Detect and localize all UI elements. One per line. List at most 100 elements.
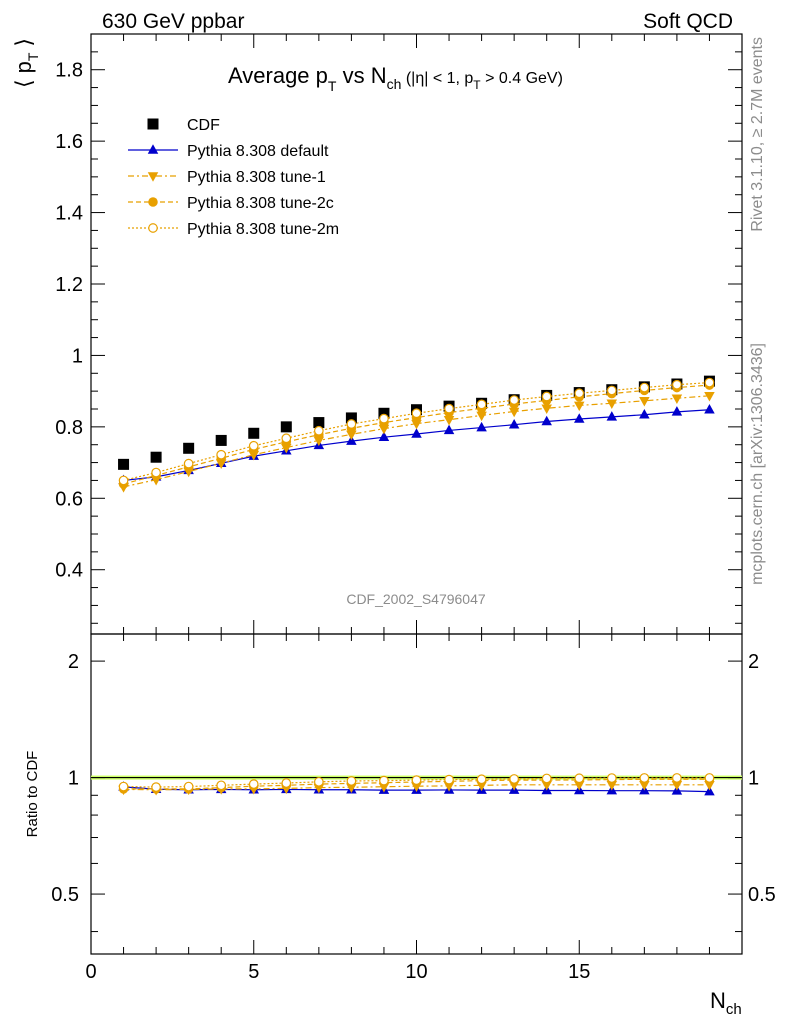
mcplots-source-label: mcplots.cern.ch [arXiv:1306.3436] [749, 343, 766, 585]
data-point [508, 418, 520, 429]
data-point [280, 421, 292, 433]
data-point [151, 467, 161, 478]
data-point [411, 419, 422, 430]
ratio-data-point [151, 782, 161, 792]
ylabel-right: ⟩ [11, 38, 36, 47]
x-tick-label: 0 [85, 961, 96, 983]
main-y-tick-label: 1.2 [55, 274, 83, 296]
ylabel-text: ⟨ pT ⟩ [11, 38, 41, 88]
data-point [378, 407, 390, 419]
title-cuts-a: (|η| < 1, p [401, 70, 473, 87]
data-point [346, 419, 357, 429]
main-panel: 0.40.60.811.21.41.61.8 Average pT vs Nch… [11, 33, 743, 635]
ratio-data-point [704, 773, 715, 783]
data-point [476, 421, 487, 432]
data-point [313, 436, 325, 447]
xlabel-sub: ch [726, 1001, 742, 1018]
series-pythia-8-308-tune-2m [118, 377, 715, 486]
ratio-data-point [118, 781, 129, 792]
ratio-y-label: Ratio to CDF [24, 751, 41, 838]
data-point [411, 408, 422, 419]
ratio-data-point [671, 781, 683, 791]
ratio-data-point [639, 773, 650, 783]
data-point [639, 408, 650, 419]
header-right: Soft QCD [643, 10, 733, 33]
ratio-data-point [672, 773, 682, 783]
legend-entry: Pythia 8.308 tune-2c [128, 195, 334, 212]
header-left: 630 GeV ppbar [102, 10, 244, 33]
legend-marker [147, 172, 159, 182]
main-y-tick-label: 1 [72, 345, 83, 367]
data-point [476, 399, 487, 410]
ratio-data-point [281, 778, 292, 788]
main-y-tick-label: 1.4 [55, 203, 83, 225]
data-point [541, 391, 552, 402]
analysis-watermark: CDF_2002_S4796047 [346, 591, 486, 607]
x-tick-label: 5 [248, 961, 259, 983]
ratio-series-pythia-8-308-tune-2m [118, 773, 715, 792]
main-y-tick-label: 0.4 [55, 560, 83, 582]
data-point [248, 427, 260, 439]
data-point [411, 428, 422, 438]
main-data-marks [118, 375, 715, 493]
main-y-tick-label: 0.8 [55, 417, 83, 439]
data-point [215, 434, 227, 446]
data-point [444, 403, 454, 414]
data-point [150, 451, 162, 463]
title-vs-sub: ch [387, 76, 402, 92]
ratio-data-point [444, 774, 454, 785]
ratio-y-axis: 0.5 0.5 1 1 2 2 [51, 651, 776, 933]
data-point [671, 406, 683, 416]
ratio-x-axis: 0 5 10 15 [85, 634, 743, 983]
data-point [118, 475, 129, 486]
data-point [541, 404, 552, 415]
data-point [639, 382, 650, 393]
x-axis-label: Nch [710, 988, 742, 1018]
xlabel-main: N [710, 988, 726, 1013]
ylabel-left: ⟨ [11, 79, 36, 88]
x-tick-label: 10 [405, 961, 427, 983]
main-y-tick-label: 1.8 [55, 60, 83, 82]
data-point [672, 379, 682, 390]
data-point [443, 415, 455, 426]
data-point [281, 443, 292, 454]
legend-label: Pythia 8.308 tune-2m [187, 221, 339, 238]
legend-entry: Pythia 8.308 tune-2m [128, 221, 339, 238]
data-point [704, 392, 715, 402]
data-point [346, 430, 357, 441]
main-y-label: ⟨ pT ⟩ [11, 38, 41, 88]
legend-label: Pythia 8.308 tune-2c [187, 195, 334, 212]
legend-marker [147, 118, 159, 130]
data-point [443, 424, 455, 435]
ratio-y-tick-label-right: 2 [748, 651, 759, 673]
data-point [281, 433, 292, 444]
main-y-tick-label: 1.6 [55, 131, 83, 153]
chart-title: Average pT vs Nch (|η| < 1, pT > 0.4 GeV… [228, 63, 563, 94]
ylabel-sub: T [25, 52, 41, 61]
data-point [314, 425, 324, 436]
data-point [509, 395, 520, 405]
ratio-data-point [411, 775, 422, 785]
data-point [541, 415, 552, 426]
ratio-data-point [346, 776, 357, 786]
data-point [574, 401, 585, 412]
data-point [216, 449, 227, 460]
ratio-y-tick-label-right: 1 [748, 768, 759, 790]
legend-marker [147, 144, 159, 154]
legend-marker [148, 223, 158, 233]
data-point [378, 431, 390, 441]
ratio-data-point [639, 781, 650, 791]
data-point [606, 411, 618, 421]
data-point [606, 399, 618, 410]
legend-label: Pythia 8.308 default [187, 143, 329, 160]
x-tick-label: 15 [568, 961, 590, 983]
data-point [346, 435, 357, 445]
data-point [313, 417, 325, 429]
legend: CDF Pythia 8.308 default Pythia 8.308 tune… [128, 117, 339, 238]
data-point [704, 403, 715, 414]
ratio-y-tick-label-right: 0.5 [748, 884, 776, 906]
ratio-data-point [509, 774, 520, 784]
data-point [508, 407, 520, 418]
data-point [606, 385, 617, 396]
legend-entry: Pythia 8.308 tune-1 [128, 169, 326, 186]
